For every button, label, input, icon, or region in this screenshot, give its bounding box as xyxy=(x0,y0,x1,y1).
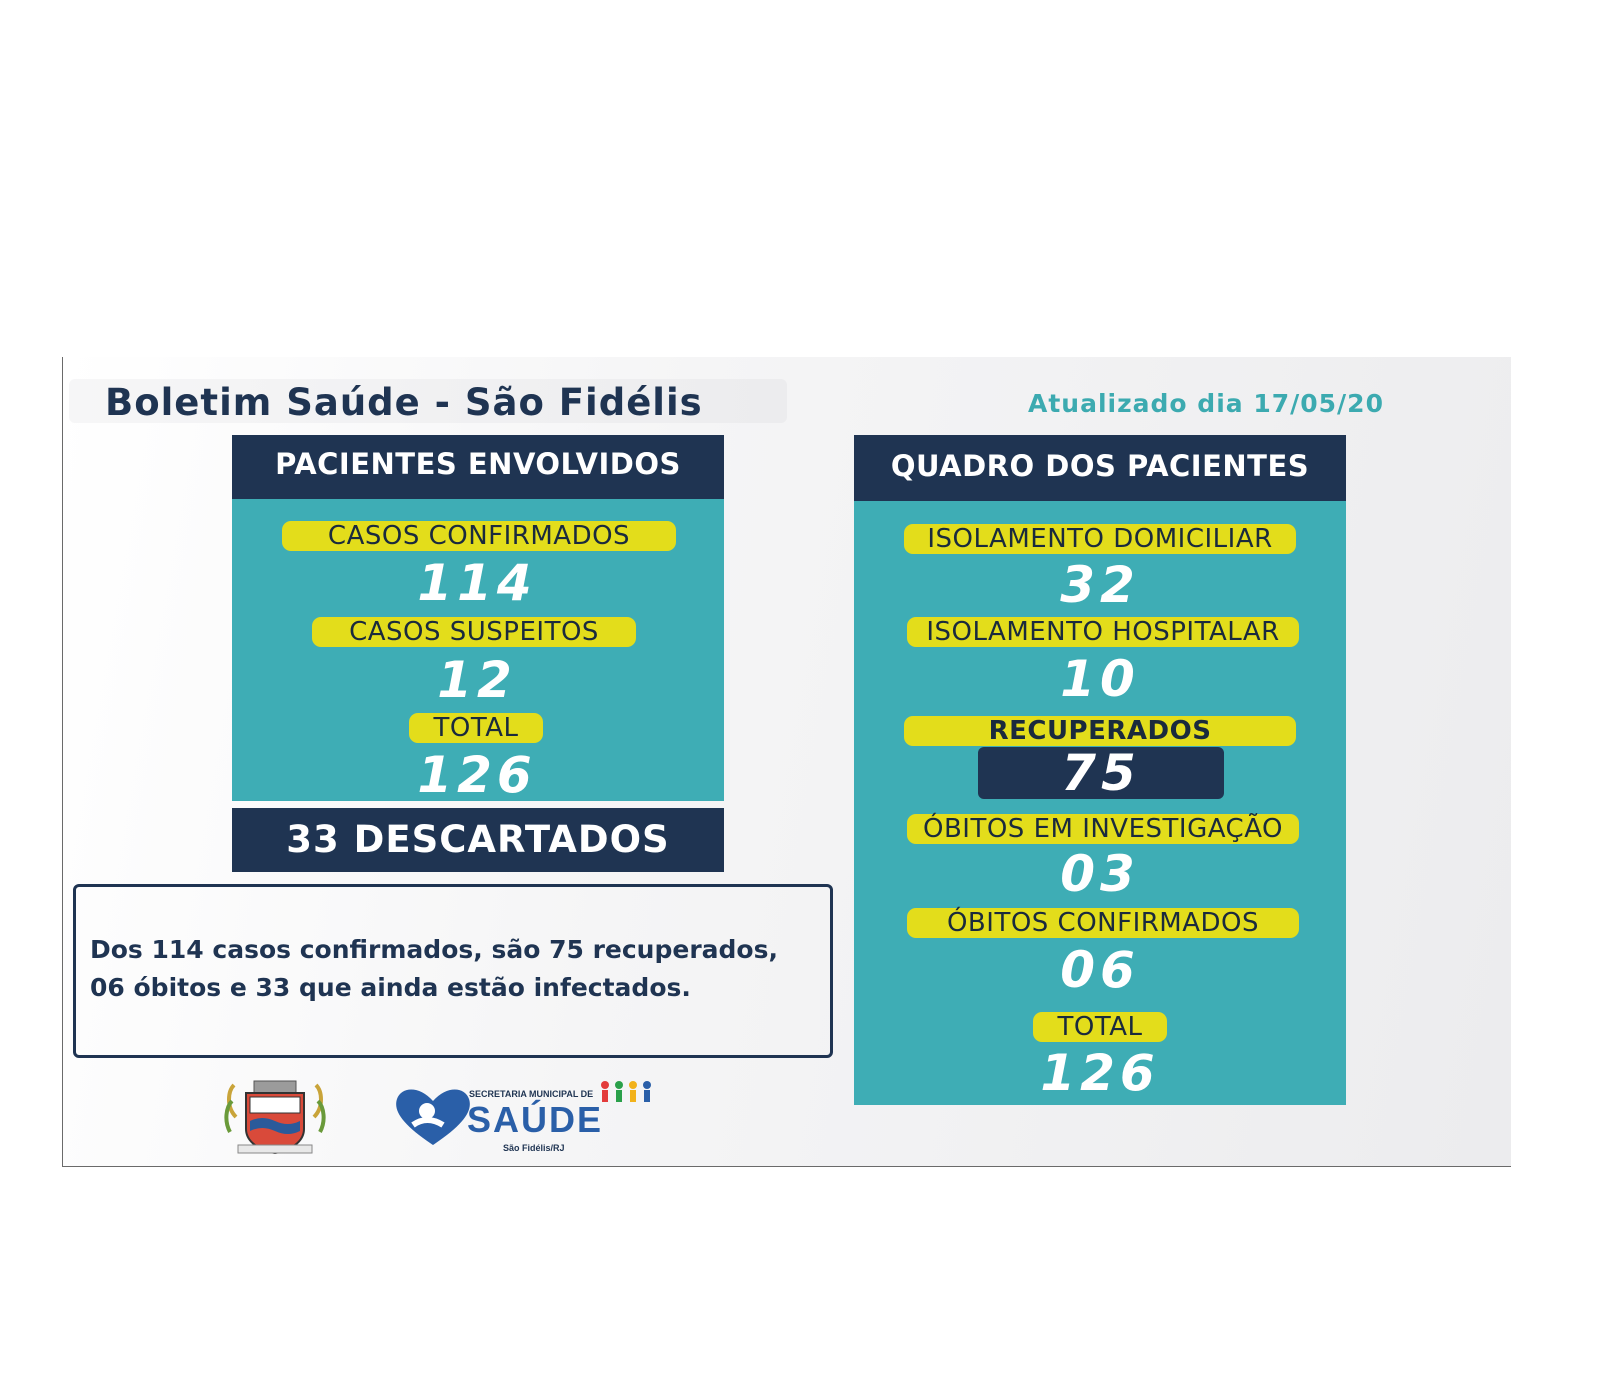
label-recuperados: RECUPERADOS xyxy=(904,716,1296,746)
summary-note: Dos 114 casos confirmados, são 75 recupe… xyxy=(73,884,833,1058)
right-panel-body xyxy=(854,501,1346,1105)
value-obitos-investigacao: 03 xyxy=(1060,845,1140,903)
label-obitos-confirmados: ÓBITOS CONFIRMADOS xyxy=(907,908,1299,938)
municipal-crest-icon xyxy=(224,1080,326,1155)
value-casos-confirmados: 114 xyxy=(417,554,537,612)
title-bar xyxy=(69,379,787,423)
value-obitos-confirmados: 06 xyxy=(1060,941,1140,999)
label-isolamento-domiciliar: ISOLAMENTO DOMICILIAR xyxy=(904,524,1296,554)
heart-logo-icon xyxy=(396,1089,470,1145)
saude-logo: SECRETARIA MUNICIPAL DE SAÚDE São Fidéli… xyxy=(393,1079,663,1159)
label-total-right: TOTAL xyxy=(1033,1012,1167,1042)
saude-logo-main: SAÚDE xyxy=(467,1099,604,1140)
value-total-left: 126 xyxy=(417,746,537,804)
summary-note-text: Dos 114 casos confirmados, são 75 recupe… xyxy=(90,931,830,1007)
saude-logo-sub: São Fidélis/RJ xyxy=(503,1143,565,1153)
value-isolamento-domiciliar: 32 xyxy=(1060,556,1140,614)
page-title: Boletim Saúde - São Fidélis xyxy=(105,381,703,424)
label-casos-confirmados: CASOS CONFIRMADOS xyxy=(282,521,676,551)
people-icon xyxy=(601,1081,651,1102)
value-isolamento-hospitalar: 10 xyxy=(1060,650,1140,708)
value-total-right: 126 xyxy=(1040,1044,1160,1102)
bulletin-card: Boletim Saúde - São Fidélis Atualizado d… xyxy=(62,357,1511,1167)
left-panel-heading: PACIENTES ENVOLVIDOS xyxy=(232,435,724,499)
value-recuperados: 75 xyxy=(978,747,1224,799)
label-isolamento-hospitalar: ISOLAMENTO HOSPITALAR xyxy=(907,617,1299,647)
right-panel-heading: QUADRO DOS PACIENTES xyxy=(854,435,1346,501)
label-total-left: TOTAL xyxy=(409,713,543,743)
label-obitos-investigacao: ÓBITOS EM INVESTIGAÇÃO xyxy=(907,814,1299,844)
label-casos-suspeitos: CASOS SUSPEITOS xyxy=(312,617,636,647)
discarded-count: 33 DESCARTADOS xyxy=(232,808,724,872)
updated-date: Atualizado dia 17/05/20 xyxy=(1028,389,1384,418)
value-casos-suspeitos: 12 xyxy=(437,651,517,709)
saude-logo-top: SECRETARIA MUNICIPAL DE xyxy=(469,1089,594,1099)
summary-note-line-2: 06 óbitos e 33 que ainda estão infectado… xyxy=(90,973,691,1002)
summary-note-line-1: Dos 114 casos confirmados, são 75 recupe… xyxy=(90,935,778,964)
